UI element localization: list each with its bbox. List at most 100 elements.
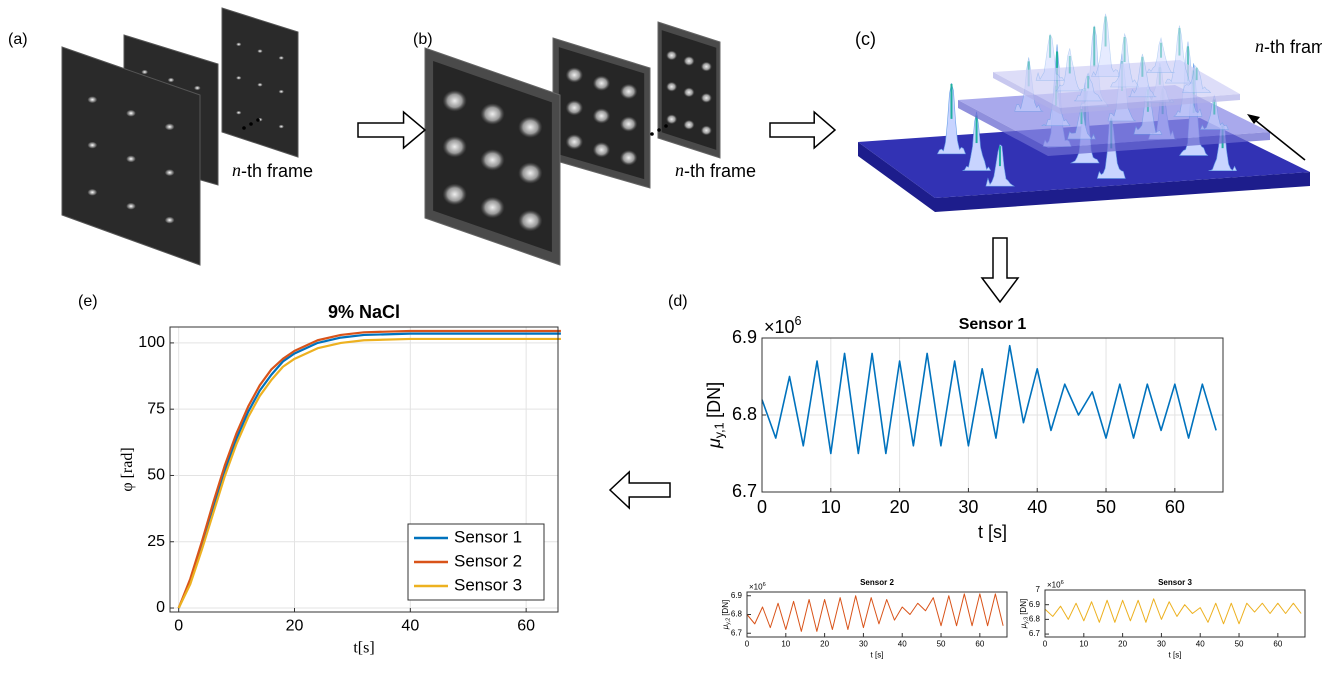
y-tick-label: 6.9 xyxy=(732,327,757,347)
y-tick-label: 6.9 xyxy=(731,591,743,600)
x-tick-label: 20 xyxy=(820,639,829,648)
y-tick-label: 7 xyxy=(1036,585,1041,594)
lens xyxy=(443,90,467,112)
y-label-symbol: μ xyxy=(704,438,724,449)
lens xyxy=(566,67,583,83)
x-tick-label: 60 xyxy=(517,618,535,635)
x-tick-label: 20 xyxy=(1118,639,1127,648)
y-tick-label: 6.8 xyxy=(1029,614,1041,623)
y-tick-label: 6.7 xyxy=(732,481,757,501)
lens xyxy=(683,120,694,130)
panel-label: (c) xyxy=(855,29,876,49)
x-tick-label: 50 xyxy=(937,639,946,648)
spot xyxy=(168,78,175,83)
spot xyxy=(165,169,175,176)
panel-label: (b) xyxy=(413,31,433,48)
y-label-subscript: y,3 xyxy=(1024,617,1030,624)
lens xyxy=(701,62,712,72)
dot xyxy=(657,128,661,132)
y-tick-label: 6.8 xyxy=(731,610,743,619)
x-tick-label: 40 xyxy=(1027,497,1047,517)
spot xyxy=(194,86,201,91)
arrow xyxy=(982,238,1018,302)
lens xyxy=(701,93,712,103)
x-axis-label: t [s] xyxy=(1169,651,1182,660)
x-tick-label: 40 xyxy=(1196,639,1205,648)
x-tick-label: 40 xyxy=(898,639,907,648)
spot xyxy=(236,76,241,80)
spot xyxy=(236,42,241,46)
frame-label-n: n xyxy=(1255,36,1264,56)
figure: (a) (b) (c) (d) (e) n-th frame n-th fram… xyxy=(0,0,1322,675)
x-tick-label: 0 xyxy=(745,639,750,648)
y-scale-base: ×10 xyxy=(1047,581,1061,590)
lens xyxy=(518,210,542,232)
y-tick-label: 0 xyxy=(156,599,165,616)
lens xyxy=(566,134,583,150)
lens xyxy=(443,136,467,158)
frame-label-rest: -th frame xyxy=(241,161,313,181)
x-axis-label: t [s] xyxy=(871,651,884,660)
spot xyxy=(165,217,175,224)
lens xyxy=(593,108,610,124)
frame-label: n-th frame xyxy=(232,160,313,181)
x-axis-label: t [s] xyxy=(978,522,1007,542)
lens xyxy=(683,56,694,66)
x-tick-label: 60 xyxy=(1273,639,1282,648)
y-tick-label: 6.7 xyxy=(731,628,743,637)
y-label-unit: [DN] xyxy=(704,382,724,418)
chart-title: Sensor 3 xyxy=(1158,578,1192,587)
x-tick-label: 30 xyxy=(958,497,978,517)
lens xyxy=(480,197,504,219)
x-tick-label: 10 xyxy=(821,497,841,517)
x-tick-label: 60 xyxy=(975,639,984,648)
x-tick-label: 10 xyxy=(1079,639,1088,648)
chart-title: 9% NaCl xyxy=(328,302,400,322)
x-tick-label: 0 xyxy=(1043,639,1048,648)
y-axis-label: φ [rad] xyxy=(119,447,136,491)
y-scale: ×106 xyxy=(749,582,766,591)
lens xyxy=(480,149,504,171)
x-tick-label: 0 xyxy=(757,497,767,517)
spot xyxy=(279,90,284,94)
frame-label-rest: -th frame xyxy=(684,161,756,181)
chart-title: Sensor 2 xyxy=(860,578,894,587)
frame xyxy=(222,8,298,157)
y-scale-base: ×10 xyxy=(764,317,795,337)
lens xyxy=(518,116,542,138)
arrow xyxy=(770,112,835,148)
lens xyxy=(620,150,637,166)
x-axis-label: t[s] xyxy=(353,639,374,656)
legend-label: Sensor 3 xyxy=(454,575,522,594)
dot xyxy=(249,122,253,126)
spot xyxy=(126,155,136,162)
y-tick-label: 6.9 xyxy=(1029,600,1041,609)
spot xyxy=(141,70,148,75)
lens xyxy=(620,116,637,132)
y-scale-exponent: 6 xyxy=(1061,580,1064,586)
lens xyxy=(701,125,712,135)
y-label-subscript: y,1 xyxy=(713,422,727,438)
x-tick-label: 40 xyxy=(401,618,419,635)
x-tick-label: 0 xyxy=(174,618,183,635)
x-tick-label: 10 xyxy=(781,639,790,648)
y-scale-base: ×10 xyxy=(749,583,763,592)
x-tick-label: 30 xyxy=(1157,639,1166,648)
y-tick-label: 6.8 xyxy=(732,404,757,424)
lens xyxy=(566,100,583,116)
lens xyxy=(443,184,467,206)
spot xyxy=(88,96,98,103)
frame-label-n: n xyxy=(232,160,241,180)
lens xyxy=(666,114,677,124)
frame-label: n-th frame xyxy=(675,160,756,181)
spot xyxy=(279,56,284,60)
y-scale: ×106 xyxy=(764,314,802,337)
panel-label: (a) xyxy=(8,31,28,48)
y-axis-label: μy,1 [DN] xyxy=(704,382,727,449)
legend-label: Sensor 2 xyxy=(454,551,522,570)
y-label-unit: [DN] xyxy=(1019,599,1028,615)
x-tick-label: 50 xyxy=(1096,497,1116,517)
dot xyxy=(650,132,654,136)
arrow xyxy=(358,112,425,148)
